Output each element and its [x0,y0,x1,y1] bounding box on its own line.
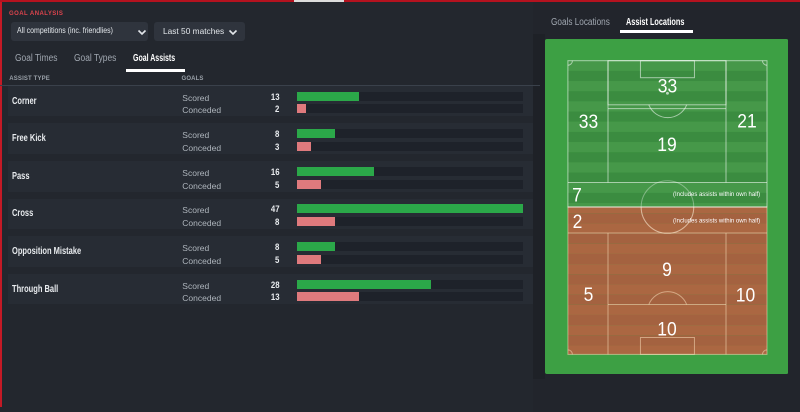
svg-text:33: 33 [578,110,597,132]
svg-text:21: 21 [737,110,756,132]
svg-text:(Includes assists within own h: (Includes assists within own half) [673,192,760,198]
svg-text:5: 5 [583,283,593,305]
svg-text:33: 33 [657,75,676,97]
svg-text:7: 7 [572,184,582,206]
svg-text:(Includes assists within own h: (Includes assists within own half) [673,218,760,224]
svg-text:2: 2 [572,210,582,232]
svg-text:10: 10 [657,318,676,340]
svg-text:9: 9 [662,258,672,280]
svg-text:10: 10 [735,284,754,306]
svg-text:19: 19 [657,133,676,155]
